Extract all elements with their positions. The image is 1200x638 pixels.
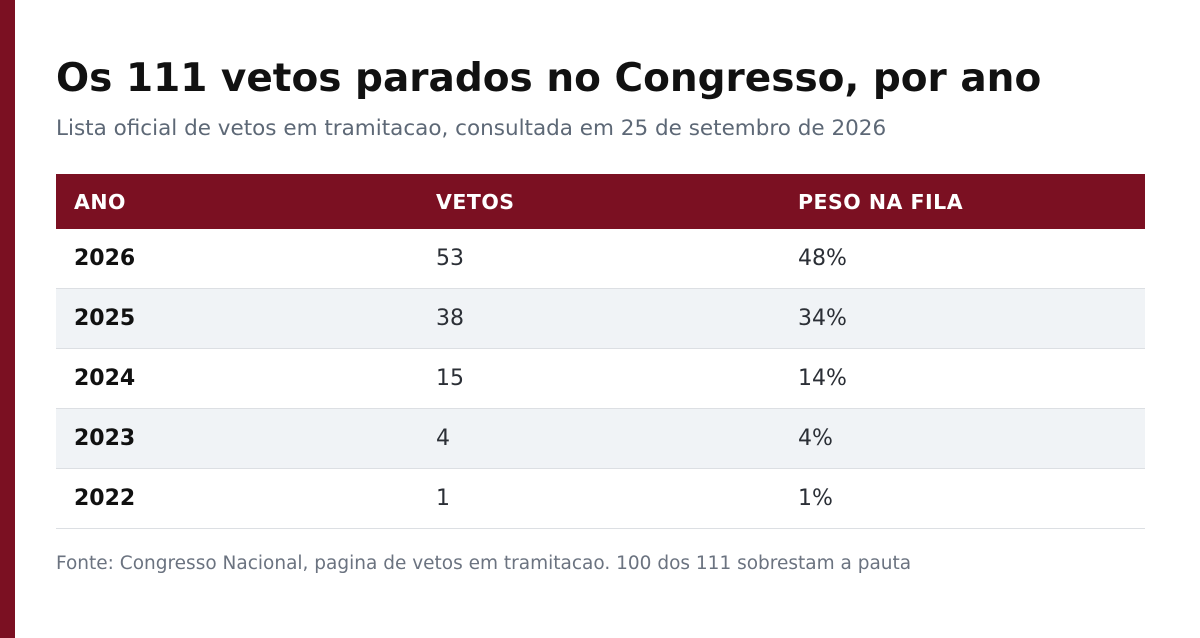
- data-table: ANO VETOS PESO NA FILA 2026 53 48% 2025 …: [56, 174, 1145, 529]
- year-cell: 2024: [74, 366, 136, 391]
- vetos-cell: 38: [436, 306, 464, 331]
- header-cell-vetos: VETOS: [436, 189, 515, 214]
- table-row: 2026 53 48%: [56, 229, 1145, 289]
- peso-cell: 1%: [798, 486, 833, 511]
- vetos-cell: 15: [436, 366, 464, 391]
- vetos-cell: 53: [436, 246, 464, 271]
- peso-cell: 4%: [798, 426, 833, 451]
- vetos-cell: 1: [436, 486, 450, 511]
- year-cell: 2025: [74, 306, 136, 331]
- page-subtitle: Lista oficial de vetos em tramitacao, co…: [56, 116, 887, 141]
- table-row: 2023 4 4%: [56, 409, 1145, 469]
- table-row: 2022 1 1%: [56, 469, 1145, 529]
- table-row: 2025 38 34%: [56, 289, 1145, 349]
- header-cell-peso-na-fila: PESO NA FILA: [798, 189, 964, 214]
- peso-cell: 48%: [798, 246, 847, 271]
- page-title: Os 111 vetos parados no Congresso, por a…: [56, 56, 1042, 101]
- year-cell: 2023: [74, 426, 136, 451]
- peso-cell: 34%: [798, 306, 847, 331]
- header-cell-ano: ANO: [74, 189, 126, 214]
- vetos-cell: 4: [436, 426, 450, 451]
- peso-cell: 14%: [798, 366, 847, 391]
- accent-bar: [0, 0, 15, 638]
- table-header: ANO VETOS PESO NA FILA: [56, 174, 1145, 229]
- table-row: 2024 15 14%: [56, 349, 1145, 409]
- year-cell: 2022: [74, 486, 136, 511]
- year-cell: 2026: [74, 246, 136, 271]
- source-note: Fonte: Congresso Nacional, pagina de vet…: [56, 553, 912, 574]
